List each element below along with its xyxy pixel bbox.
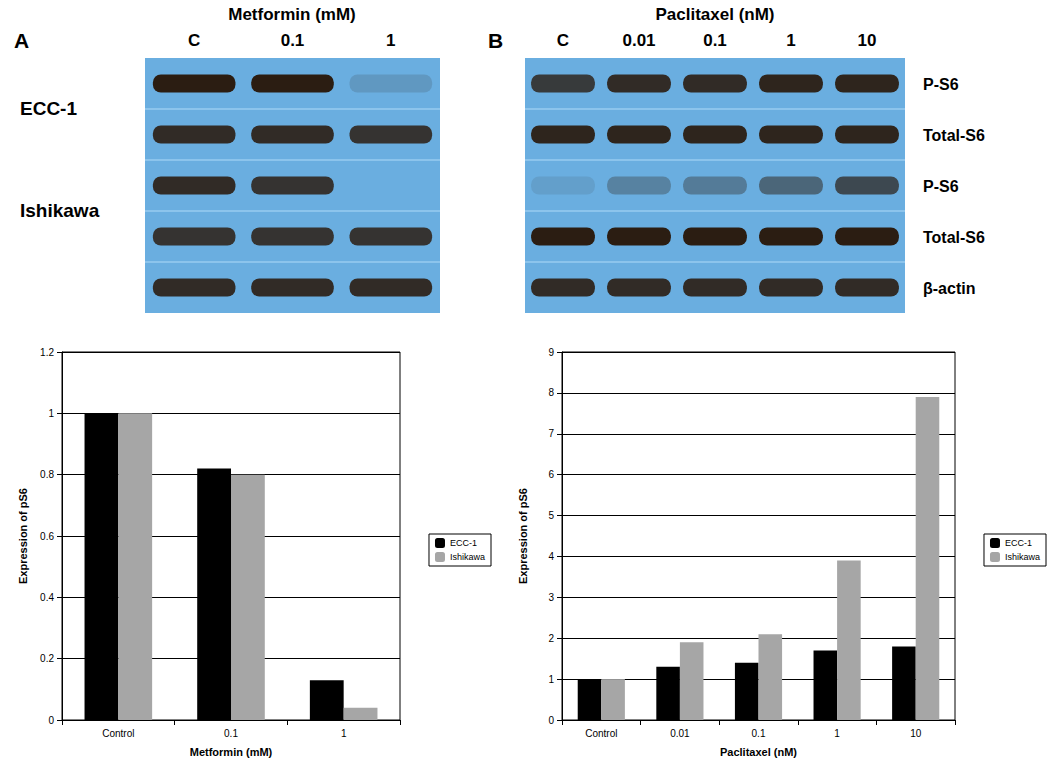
svg-text:C: C <box>557 31 569 50</box>
svg-text:B: B <box>488 29 503 52</box>
svg-text:Ishikawa: Ishikawa <box>1005 552 1040 562</box>
svg-text:1: 1 <box>341 728 347 739</box>
svg-text:10: 10 <box>910 728 922 739</box>
svg-text:1: 1 <box>48 408 54 419</box>
svg-text:1: 1 <box>386 31 395 50</box>
svg-text:0.1: 0.1 <box>703 31 727 50</box>
svg-text:Ishikawa: Ishikawa <box>450 552 485 562</box>
svg-text:Control: Control <box>102 728 134 739</box>
svg-text:1.2: 1.2 <box>40 347 54 358</box>
svg-text:0.01: 0.01 <box>670 728 690 739</box>
svg-text:5: 5 <box>548 510 554 521</box>
svg-text:Expression of pS6: Expression of pS6 <box>17 488 29 584</box>
svg-text:3: 3 <box>548 592 554 603</box>
svg-text:8: 8 <box>548 387 554 398</box>
svg-text:ECC-1: ECC-1 <box>450 538 477 548</box>
svg-text:P-S6: P-S6 <box>923 76 959 93</box>
svg-text:Total-S6: Total-S6 <box>923 127 985 144</box>
svg-text:0.01: 0.01 <box>622 31 655 50</box>
svg-text:C: C <box>188 31 200 50</box>
svg-text:Metformin (mM): Metformin (mM) <box>190 746 273 758</box>
svg-text:0.1: 0.1 <box>281 31 305 50</box>
svg-text:0.8: 0.8 <box>40 469 54 480</box>
svg-text:Expression of pS6: Expression of pS6 <box>517 488 529 584</box>
svg-text:10: 10 <box>858 31 877 50</box>
svg-text:0.6: 0.6 <box>40 531 54 542</box>
svg-text:0.1: 0.1 <box>752 728 766 739</box>
svg-text:1: 1 <box>548 674 554 685</box>
svg-text:β-actin: β-actin <box>923 280 975 297</box>
svg-text:ECC-1: ECC-1 <box>20 98 77 119</box>
svg-text:Paclitaxel (nM): Paclitaxel (nM) <box>720 746 797 758</box>
svg-text:0: 0 <box>48 715 54 726</box>
svg-text:6: 6 <box>548 469 554 480</box>
svg-text:A: A <box>14 29 29 52</box>
svg-text:Metformin (mM): Metformin (mM) <box>228 5 355 24</box>
svg-text:0: 0 <box>548 715 554 726</box>
svg-text:Control: Control <box>585 728 617 739</box>
svg-text:0.1: 0.1 <box>224 728 238 739</box>
svg-text:ECC-1: ECC-1 <box>1005 538 1032 548</box>
svg-text:P-S6: P-S6 <box>923 178 959 195</box>
svg-text:Paclitaxel (nM): Paclitaxel (nM) <box>655 5 774 24</box>
svg-text:7: 7 <box>548 428 554 439</box>
svg-text:0.4: 0.4 <box>40 592 54 603</box>
svg-text:Ishikawa: Ishikawa <box>20 200 100 221</box>
svg-text:1: 1 <box>786 31 795 50</box>
svg-text:2: 2 <box>548 633 554 644</box>
svg-text:1: 1 <box>834 728 840 739</box>
svg-text:4: 4 <box>548 551 554 562</box>
svg-text:9: 9 <box>548 347 554 358</box>
svg-text:0.2: 0.2 <box>40 653 54 664</box>
svg-text:Total-S6: Total-S6 <box>923 229 985 246</box>
